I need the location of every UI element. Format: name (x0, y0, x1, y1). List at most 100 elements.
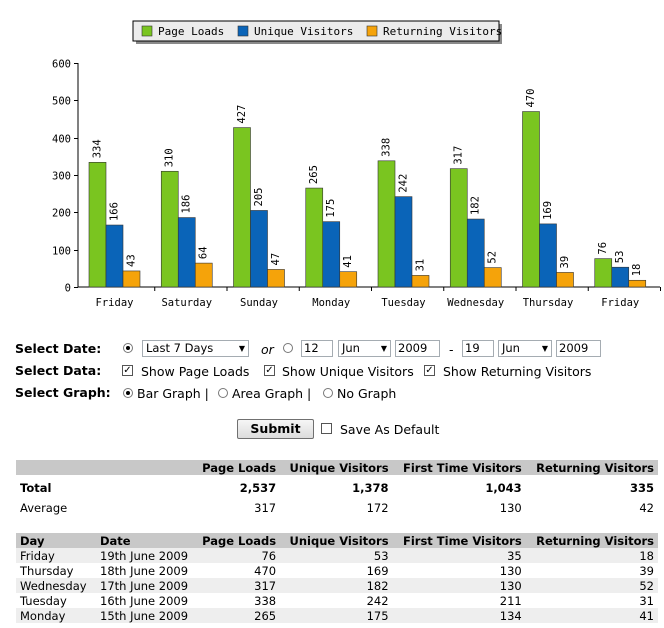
bar-graph-radio[interactable] (123, 388, 133, 398)
bar-graph-label[interactable]: Bar Graph | (137, 386, 209, 401)
bar (160, 170, 179, 288)
table-row: Thursday 18th June 2009 470 169 130 39 (16, 563, 658, 578)
to-month-value: Jun (502, 341, 520, 355)
bar (233, 127, 251, 288)
bar-value-label: 205 (253, 187, 265, 206)
daily-header-cell: Date (96, 533, 194, 548)
bar (611, 266, 630, 288)
to-day-input[interactable]: 19 (462, 340, 494, 357)
total-cell: 2,537 (239, 480, 277, 495)
value-cell: 130 (499, 563, 522, 578)
table-row: Friday 19th June 2009 76 53 35 18 (16, 548, 658, 563)
select-data-label: Select Data: (15, 363, 102, 378)
bar-value-label: 317 (453, 146, 465, 165)
table-row: Wednesday 17th June 2009 317 182 130 52 (16, 578, 658, 593)
area-graph-radio[interactable] (218, 388, 228, 398)
value-cell: 182 (280, 578, 393, 593)
bar-value-label: 31 (415, 259, 427, 272)
y-tick-label: 400 (52, 134, 71, 146)
no-graph-label[interactable]: No Graph (337, 386, 397, 401)
bar (105, 224, 124, 288)
y-tick-label: 0 (65, 283, 71, 295)
custom-range-radio[interactable] (283, 343, 293, 353)
daily-header-cell: Page Loads (194, 533, 281, 548)
y-tick-label: 100 (52, 246, 71, 258)
total-row: Total 2,537 1,378 1,043 335 (16, 480, 658, 495)
legend-label: Returning Visitors (383, 25, 502, 38)
bar-value-label: 39 (559, 256, 571, 269)
save-default-label[interactable]: Save As Default (340, 422, 440, 437)
bar (594, 258, 613, 288)
day-cell: Tuesday (20, 593, 67, 608)
from-year-input[interactable]: 2009 (395, 340, 440, 357)
value-cell: 31 (639, 593, 654, 608)
legend-swatch (366, 25, 378, 37)
bar-value-label: 169 (542, 201, 554, 220)
x-tick-label: Monday (312, 297, 350, 309)
average-row: Average 317 172 130 42 (16, 500, 658, 515)
to-year-input[interactable]: 2009 (556, 340, 601, 357)
returning-visitors-checkbox-label[interactable]: Show Returning Visitors (443, 364, 592, 379)
bar (339, 271, 358, 288)
range-preset-select[interactable]: Last 7 Days ▼ (142, 340, 249, 357)
bar-value-label: 338 (381, 138, 393, 157)
day-cell: Thursday (20, 563, 74, 578)
bar (466, 218, 485, 288)
value-cell: 242 (366, 593, 389, 608)
bar-value-label: 182 (470, 196, 482, 215)
bar (194, 262, 213, 288)
bar-value-label: 43 (126, 254, 138, 267)
daily-header-cell: Returning Visitors (525, 533, 658, 548)
table-row: Tuesday 16th June 2009 338 242 211 31 (16, 593, 658, 608)
unique-visitors-checkbox-label[interactable]: Show Unique Visitors (282, 364, 414, 379)
bar-value-label: 470 (525, 89, 537, 108)
unique-visitors-checkbox[interactable] (264, 365, 275, 376)
bar-value-label: 186 (181, 195, 193, 214)
bar (322, 221, 341, 288)
y-tick-label: 200 (52, 208, 71, 220)
select-date-label: Select Date: (15, 341, 102, 356)
date-cell: 18th June 2009 (100, 563, 189, 578)
value-cell: 317 (194, 578, 281, 593)
page-loads-checkbox[interactable] (122, 365, 133, 376)
date-cell: 19th June 2009 (96, 548, 194, 563)
x-tick-label: Tuesday (381, 297, 425, 309)
legend-label: Unique Visitors (254, 25, 353, 38)
summary-header-cell (16, 460, 194, 475)
total-cell: 335 (629, 480, 654, 495)
x-tick-label: Sunday (240, 297, 278, 309)
value-cell: 130 (392, 578, 526, 593)
no-graph-radio[interactable] (323, 388, 333, 398)
average-label: Average (20, 500, 68, 515)
bar (449, 168, 468, 288)
value-cell: 134 (392, 608, 526, 623)
daily-header-cell: Unique Visitors (280, 533, 393, 548)
to-month-select[interactable]: Jun ▼ (498, 340, 552, 357)
submit-button[interactable]: Submit (237, 419, 314, 439)
bar (628, 279, 647, 288)
bar (122, 270, 141, 288)
returning-visitors-checkbox[interactable] (424, 365, 435, 376)
value-cell: 41 (525, 608, 658, 623)
area-graph-label[interactable]: Area Graph | (232, 386, 312, 401)
from-month-select[interactable]: Jun ▼ (338, 340, 391, 357)
daily-header-cell: Day (16, 533, 96, 548)
legend-box (132, 20, 500, 42)
bar-value-label: 76 (597, 242, 609, 255)
bar-value-label: 18 (631, 264, 643, 277)
total-cell: 1,378 (352, 480, 389, 495)
day-cell: Wednesday (16, 578, 96, 593)
value-cell: 52 (525, 578, 658, 593)
summary-header-cell: Returning Visitors (525, 460, 658, 475)
range-dash: - (449, 342, 454, 357)
bar-value-label: 242 (398, 174, 410, 193)
average-cell: 317 (254, 500, 277, 515)
save-default-checkbox[interactable] (321, 423, 332, 434)
bar (394, 196, 413, 288)
from-day-input[interactable]: 12 (301, 340, 333, 357)
page-loads-checkbox-label[interactable]: Show Page Loads (141, 364, 250, 379)
value-cell: 39 (639, 563, 654, 578)
preset-range-radio[interactable] (123, 343, 133, 353)
summary-table: Page Loads Unique Visitors First Time Vi… (16, 460, 658, 515)
summary-header-row: Page Loads Unique Visitors First Time Vi… (16, 460, 658, 475)
